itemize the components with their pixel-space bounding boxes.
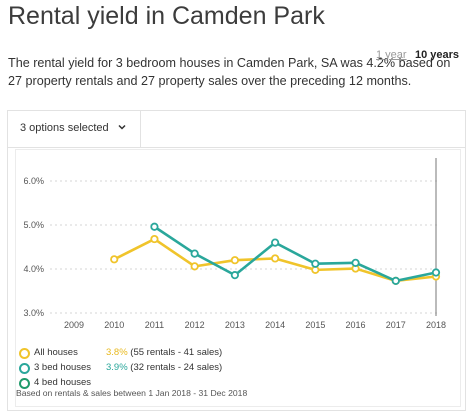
legend-all-houses-detail: (55 rentals - 41 sales) — [130, 347, 223, 358]
legend-all-houses-marker — [19, 348, 30, 359]
period-1-year-link[interactable]: 1 year — [376, 49, 407, 61]
legend-all-houses-value: 3.8% — [106, 347, 128, 358]
rental-yield-widget: 3 options selected — [7, 110, 466, 411]
legend-all-houses-name: All houses — [34, 347, 78, 358]
period-10-years-link[interactable]: 10 years — [415, 49, 460, 61]
legend-footnote: Based on rentals & sales between 1 Jan 2… — [16, 388, 248, 398]
legend-4-bed-marker — [19, 378, 30, 389]
property-type-dropdown[interactable]: 3 options selected — [8, 111, 141, 147]
legend-3-bed-detail: (32 rentals - 24 sales) — [130, 362, 223, 373]
chevron-down-icon — [118, 124, 126, 130]
page-title: Rental yield in Camden Park — [8, 2, 325, 30]
legend-3-bed-marker — [19, 363, 30, 374]
legend-4-bed-name: 4 bed houses — [34, 377, 92, 388]
options-bar: 3 options selected — [8, 111, 465, 148]
dropdown-label: 3 options selected — [20, 122, 109, 134]
legend-3-bed-value: 3.9% — [106, 362, 128, 373]
description-text: The rental yield for 3 bedroom houses in… — [8, 56, 451, 88]
legend-3-bed-name: 3 bed houses — [34, 362, 92, 373]
chart-panel — [15, 149, 461, 407]
chart-legend: All houses 3.8% (55 rentals - 41 sales) … — [16, 341, 462, 401]
